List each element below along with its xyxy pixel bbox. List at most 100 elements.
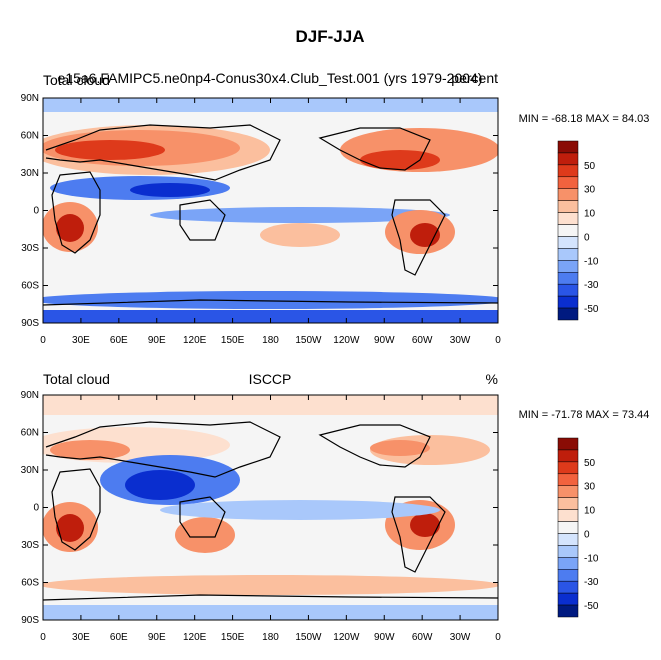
- x-tick-label: 60W: [412, 335, 433, 346]
- colorbar-swatch: [557, 248, 579, 261]
- colorbar-swatch: [557, 272, 579, 285]
- colorbar-swatch: [557, 557, 579, 570]
- colorbar-swatch: [557, 533, 579, 546]
- y-tick-label: 60N: [21, 428, 39, 439]
- colorbar-label: -50: [584, 304, 599, 315]
- colorbar-label: 30: [584, 482, 596, 493]
- y-tick-label: 0: [33, 206, 39, 217]
- colorbar-swatch: [557, 140, 579, 154]
- y-tick-label: 90S: [21, 318, 39, 329]
- panel-1-stats: MIN = -68.18 MAX = 84.03: [519, 113, 650, 125]
- y-tick-label: 30S: [21, 540, 39, 551]
- y-tick-label: 60N: [21, 131, 39, 142]
- colorbar-swatch: [557, 260, 579, 273]
- panel-1-colorbar: 50 30 10 0 -10 -30 -50: [557, 140, 599, 321]
- x-tick-label: 30E: [72, 632, 90, 643]
- x-tick-label: 150E: [221, 335, 245, 346]
- panel-2-center-label: ISCCP: [249, 371, 292, 387]
- colorbar-swatch: [557, 449, 579, 463]
- panel-2-left-label: Total cloud: [43, 371, 110, 387]
- x-tick-label: 120E: [183, 632, 207, 643]
- x-tick-label: 0: [40, 335, 46, 346]
- y-tick-label: 60S: [21, 281, 39, 292]
- x-tick-label: 30E: [72, 335, 90, 346]
- colorbar-label: -30: [584, 577, 599, 588]
- colorbar-label: 10: [584, 209, 596, 220]
- colorbar-swatch: [557, 200, 579, 213]
- colorbar-swatch: [557, 236, 579, 249]
- figure-title: DJF-JJA: [296, 27, 365, 46]
- colorbar-swatch: [557, 592, 579, 606]
- colorbar-swatch: [557, 307, 579, 321]
- colorbar-swatch: [557, 164, 579, 178]
- panel-2-right-label: %: [486, 371, 498, 387]
- y-tick-label: 30N: [21, 168, 39, 179]
- colorbar-label: 50: [584, 161, 596, 172]
- x-tick-label: 60W: [412, 632, 433, 643]
- colorbar-swatch: [557, 580, 579, 594]
- y-tick-label: 90N: [21, 390, 39, 401]
- colorbar-label: -10: [584, 553, 599, 564]
- colorbar-label: 10: [584, 506, 596, 517]
- colorbar-swatch: [557, 497, 579, 510]
- panel-1-field: [43, 98, 498, 323]
- colorbar-label: -30: [584, 280, 599, 291]
- x-tick-label: 120W: [333, 632, 360, 643]
- colorbar-swatch: [557, 152, 579, 166]
- panel-2-axes: 0 30E 60E 90E 120E 150E 180 150W 120W 90W 60W 30W 09…: [21, 390, 502, 643]
- x-tick-label: 90W: [374, 632, 395, 643]
- panel-1-center-label: e15a6.FAMIPC5.ne0np4-Conus30x4.Club_Test…: [58, 70, 483, 86]
- x-tick-label: 30W: [450, 335, 471, 346]
- y-tick-label: 90N: [21, 93, 39, 104]
- colorbar-label: -50: [584, 601, 599, 612]
- colorbar-swatch: [557, 437, 579, 451]
- colorbar-swatch: [557, 295, 579, 309]
- panel-2-stats: MIN = -71.78 MAX = 73.44: [519, 409, 650, 421]
- colorbar-swatch: [557, 212, 579, 225]
- colorbar-swatch: [557, 473, 579, 486]
- x-tick-label: 0: [495, 632, 501, 643]
- colorbar-swatch: [557, 545, 579, 558]
- colorbar-label: -10: [584, 256, 599, 267]
- panel-obs: Total cloud ISCCP %: [21, 371, 650, 643]
- panel-1-right-label: percent: [451, 70, 498, 86]
- colorbar-swatch: [557, 569, 579, 582]
- colorbar-swatch: [557, 283, 579, 297]
- y-tick-label: 90S: [21, 615, 39, 626]
- colorbar-swatch: [557, 224, 579, 237]
- colorbar-label: 0: [584, 529, 590, 540]
- panel-model: Total cloud e15a6.FAMIPC5.ne0np4-Conus30…: [21, 70, 650, 346]
- colorbar-swatch: [557, 188, 579, 201]
- colorbar-swatch: [557, 176, 579, 189]
- panel-1-left-label: Total cloud: [43, 72, 110, 88]
- x-tick-label: 150E: [221, 632, 245, 643]
- panel-1-axes: 0 30E 60E 90E 120E 150E 180 150W 120W 90W 60W 30W 09…: [21, 93, 502, 346]
- x-tick-label: 120W: [333, 335, 360, 346]
- x-tick-label: 180: [262, 335, 279, 346]
- y-tick-label: 0: [33, 503, 39, 514]
- x-tick-label: 90E: [148, 335, 166, 346]
- y-tick-label: 30N: [21, 465, 39, 476]
- x-tick-label: 120E: [183, 335, 207, 346]
- colorbar-swatch: [557, 485, 579, 498]
- x-tick-label: 30W: [450, 632, 471, 643]
- x-tick-label: 60E: [110, 335, 128, 346]
- x-tick-label: 150W: [295, 335, 322, 346]
- colorbar-swatch: [557, 521, 579, 534]
- panel-1-coastlines: [43, 124, 498, 306]
- colorbar-swatch: [557, 509, 579, 522]
- panel-2-coastlines: [43, 421, 498, 601]
- x-tick-label: 0: [40, 632, 46, 643]
- x-tick-label: 90W: [374, 335, 395, 346]
- x-tick-label: 0: [495, 335, 501, 346]
- colorbar-swatch: [557, 461, 579, 475]
- x-tick-label: 180: [262, 632, 279, 643]
- colorbar-swatch: [557, 604, 579, 618]
- y-tick-label: 30S: [21, 243, 39, 254]
- panel-2-colorbar: 50 30 10 0 -10 -30 -50: [557, 437, 599, 618]
- x-tick-label: 90E: [148, 632, 166, 643]
- x-tick-label: 60E: [110, 632, 128, 643]
- colorbar-label: 30: [584, 185, 596, 196]
- colorbar-label: 0: [584, 232, 590, 243]
